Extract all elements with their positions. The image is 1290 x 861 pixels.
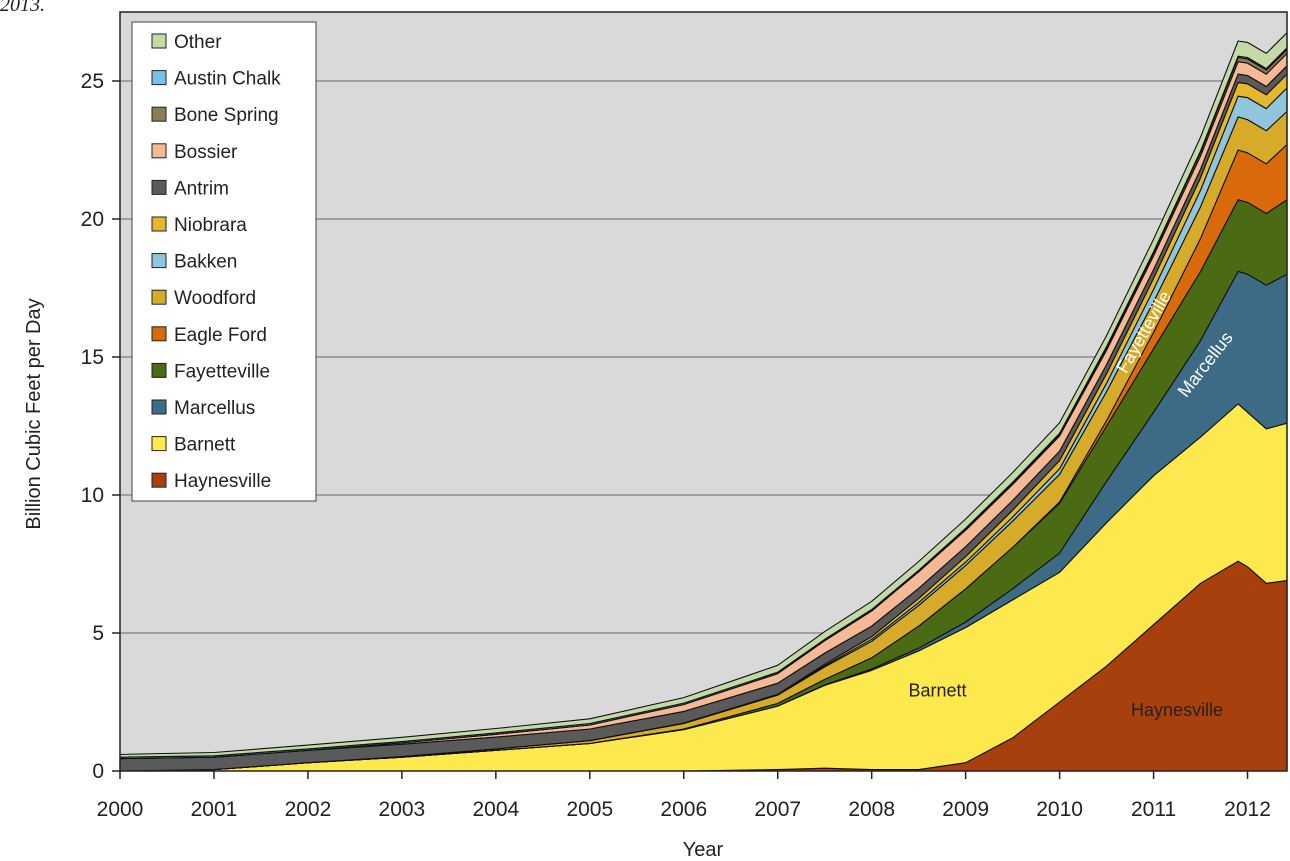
y-tick-label-20: 20 (81, 208, 104, 231)
legend-swatch-bone-spring (151, 106, 167, 122)
x-tick-label-2008: 2008 (848, 798, 895, 821)
y-tick-label-10: 10 (81, 484, 104, 507)
x-tick-label-2010: 2010 (1036, 798, 1083, 821)
y-tick-label-0: 0 (92, 760, 104, 783)
legend-swatch-bossier (151, 143, 167, 159)
x-tick-label-2005: 2005 (566, 798, 613, 821)
area-label-barnett: Barnett (908, 680, 966, 700)
legend-label-niobrara: Niobrara (174, 215, 247, 236)
caption-fragment: 2013. (0, 0, 45, 16)
legend-swatch-haynesville (151, 472, 167, 488)
legend-label-woodford: Woodford (174, 288, 256, 309)
x-tick-label-2007: 2007 (754, 798, 801, 821)
x-axis-ticks: 2000 2001 2002 2003 2004 2005 2006 2007 2008 2009… (97, 771, 1271, 821)
legend-swatch-austin-chalk (151, 70, 167, 86)
legend-swatch-eagle-ford (151, 326, 167, 342)
legend-label-fayetteville: Fayetteville (174, 361, 270, 382)
legend-label-haynesville: Haynesville (174, 471, 271, 492)
y-tick-label-25: 25 (81, 70, 104, 93)
x-tick-label-2006: 2006 (660, 798, 707, 821)
legend-label-austin-chalk: Austin Chalk (174, 69, 281, 90)
legend-swatch-marcellus (151, 399, 167, 415)
legend-label-barnett: Barnett (174, 435, 236, 456)
legend-label-bone-spring: Bone Spring (174, 105, 279, 126)
legend-swatch-other (151, 33, 167, 49)
x-tick-label-2000: 2000 (97, 798, 144, 821)
y-tick-label-5: 5 (92, 622, 104, 645)
plot-frame (119, 11, 1288, 772)
x-tick-label-2002: 2002 (285, 798, 332, 821)
legend-label-antrim: Antrim (174, 178, 229, 199)
legend-label-eagle-ford: Eagle Ford (174, 325, 267, 346)
legend-label-other: Other (174, 32, 222, 53)
legend-swatch-niobrara (151, 216, 167, 232)
legend-swatch-antrim (151, 179, 167, 195)
legend-swatch-bakken (151, 253, 167, 269)
legend: Other Austin Chalk Bone Spring Bossier Antri… (131, 21, 317, 502)
legend-swatch-barnett (151, 436, 167, 452)
x-tick-label-2009: 2009 (942, 798, 989, 821)
y-tick-label-15: 15 (81, 346, 104, 369)
y-axis-ticks: 0 5 10 15 20 25 (81, 70, 120, 783)
x-tick-label-2001: 2001 (191, 798, 238, 821)
legend-label-bossier: Bossier (174, 142, 238, 163)
x-tick-label-2004: 2004 (472, 798, 519, 821)
area-label-haynesville: Haynesville (1131, 700, 1223, 720)
x-tick-label-2012: 2012 (1224, 798, 1271, 821)
x-tick-label-2011: 2011 (1131, 798, 1176, 821)
legend-label-marcellus: Marcellus (174, 398, 255, 419)
x-tick-label-2003: 2003 (379, 798, 426, 821)
legend-swatch-fayetteville (151, 362, 167, 378)
y-axis-title: Billion Cubic Feet per Day (23, 298, 45, 529)
legend-label-bakken: Bakken (174, 252, 237, 273)
x-axis-title: Year (683, 839, 724, 861)
legend-swatch-woodford (151, 289, 167, 305)
